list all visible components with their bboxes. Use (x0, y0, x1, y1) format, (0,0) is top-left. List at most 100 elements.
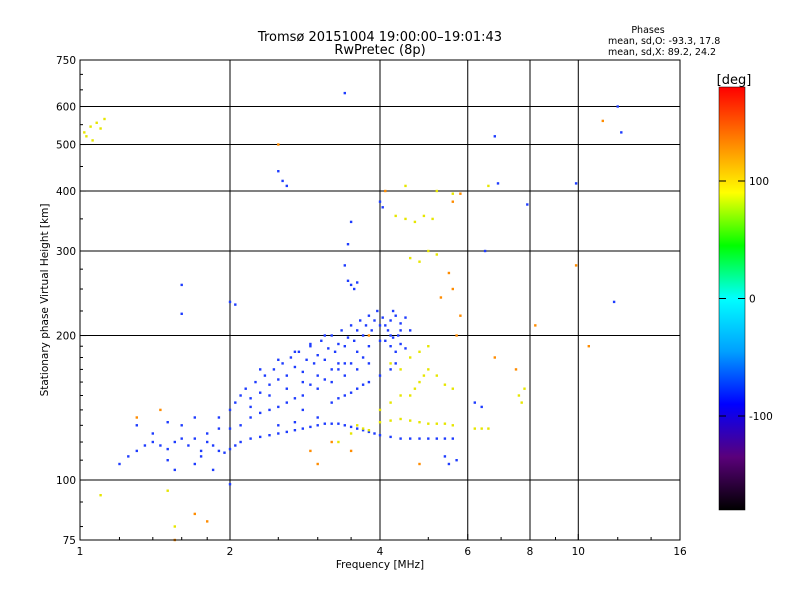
data-point-o (289, 356, 293, 359)
data-point-o (151, 440, 154, 444)
data-point-x (487, 184, 490, 188)
grid-lines (80, 60, 680, 540)
y-tick-label: 300 (56, 246, 76, 258)
data-point-o (259, 435, 262, 439)
data-point-o (343, 264, 346, 267)
data-point-o (293, 397, 297, 400)
data-point-o (316, 374, 319, 377)
data-point-o (394, 314, 397, 317)
data-point-o (343, 362, 346, 365)
data-point-x (435, 422, 438, 425)
data-point-o (353, 287, 356, 291)
data-point-x (435, 374, 438, 377)
data-point-o (451, 437, 454, 440)
data-point-o (455, 459, 458, 462)
data-point-o (367, 380, 371, 384)
data-point-o (301, 380, 304, 384)
data-point-o (293, 365, 297, 369)
data-point-x (378, 408, 382, 412)
data-point-scatter (587, 345, 590, 348)
data-point-o (384, 324, 387, 327)
data-point-o (323, 378, 326, 381)
data-point-x (394, 214, 397, 218)
data-point-x (409, 356, 412, 359)
data-point-scatter (349, 449, 353, 453)
data-point-x (166, 489, 169, 492)
data-point-o (211, 444, 215, 447)
data-point-x (389, 362, 392, 365)
data-point-o (394, 350, 397, 353)
data-point-scatter (439, 296, 443, 299)
data-point-o (239, 424, 242, 427)
data-point-o (285, 387, 288, 390)
data-point-x (418, 421, 421, 424)
data-point-o (259, 368, 262, 371)
data-point-o (361, 334, 365, 337)
data-point-o (620, 131, 623, 134)
data-point-o (526, 203, 529, 206)
data-point-x (378, 421, 382, 424)
data-point-scatter (206, 520, 209, 523)
data-point-x (399, 368, 402, 371)
data-point-o (389, 345, 392, 348)
stats-heading: Phases (631, 25, 664, 36)
data-point-o (435, 437, 438, 440)
data-point-o (217, 427, 221, 430)
data-point-o (166, 459, 169, 462)
data-point-o (337, 368, 340, 371)
data-point-o (259, 391, 262, 394)
data-point-o (373, 432, 376, 435)
data-point-o (281, 179, 284, 183)
chart-title: Tromsø 20151004 19:00:00–19:01:43 (257, 30, 502, 45)
stats-x-line: mean, sd,X: 89.2, 24.2 (608, 47, 716, 58)
data-point-o (349, 283, 353, 287)
data-point-o (361, 383, 365, 386)
data-point-scatter (135, 416, 138, 419)
y-tick-label: 750 (56, 55, 76, 67)
x-axis-label: Frequency [MHz] (336, 559, 424, 571)
data-point-o (367, 345, 371, 348)
data-point-o (473, 401, 476, 404)
data-point-o (378, 324, 382, 327)
data-point-o (249, 405, 252, 409)
data-point-o (199, 455, 203, 458)
data-point-o (343, 424, 346, 427)
data-point-o (391, 309, 395, 313)
data-point-o (323, 334, 326, 337)
data-point-o (349, 391, 353, 394)
y-tick-label: 200 (56, 331, 76, 343)
data-point-o (327, 347, 330, 350)
data-point-o (277, 358, 280, 361)
data-point-o (447, 462, 451, 466)
data-point-x (418, 260, 421, 263)
data-point-o (173, 440, 176, 444)
data-point-o (193, 416, 196, 419)
data-point-x (356, 424, 359, 427)
data-point-o (330, 380, 333, 384)
data-point-o (349, 324, 353, 327)
data-point-o (404, 347, 407, 350)
colorbar-tick-label: 0 (749, 294, 756, 306)
data-point-o (239, 440, 242, 444)
data-point-o (330, 401, 333, 404)
data-point-o (409, 329, 412, 332)
data-point-o (356, 329, 359, 332)
y-tick-label: 500 (56, 140, 76, 152)
data-point-scatter (309, 449, 312, 453)
data-point-o (316, 387, 319, 390)
data-point-scatter (451, 287, 454, 291)
data-point-o (143, 444, 147, 447)
data-point-o (361, 356, 365, 359)
data-point-o (135, 449, 138, 453)
data-point-o (356, 281, 359, 284)
data-point-x (399, 394, 402, 397)
data-point-o (323, 422, 326, 425)
data-point-o (349, 220, 353, 224)
data-point-scatter (330, 440, 333, 444)
data-point-o (249, 437, 252, 440)
data-point-x (422, 214, 426, 218)
data-point-o (268, 434, 271, 437)
data-point-o (389, 435, 392, 439)
data-point-o (330, 422, 333, 425)
